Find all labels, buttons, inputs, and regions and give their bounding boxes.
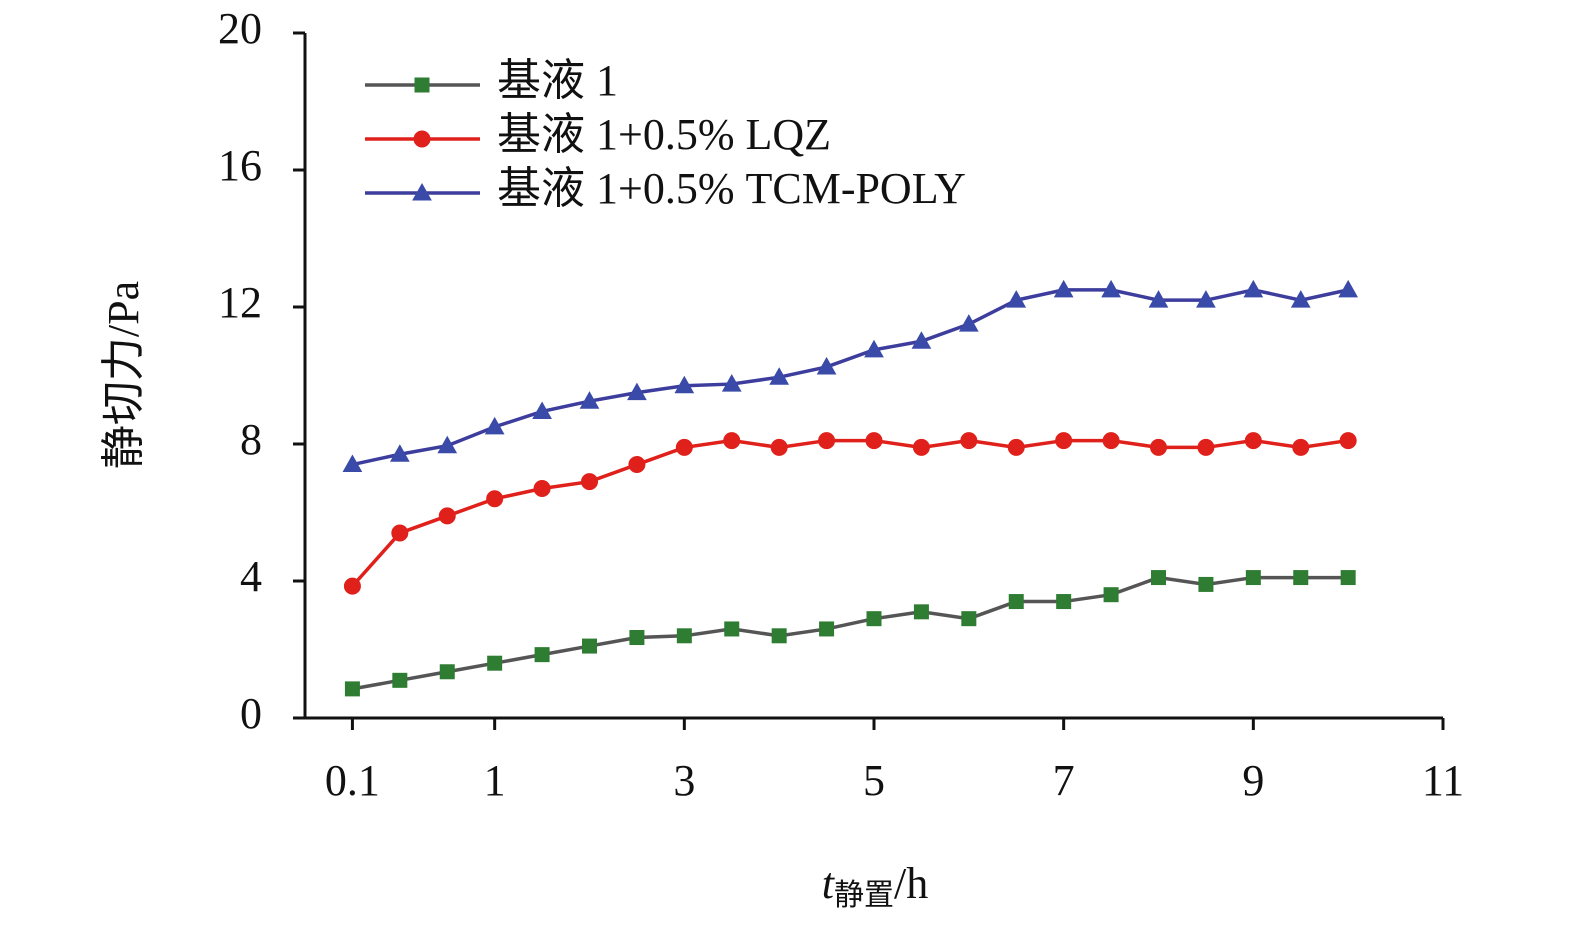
x-tick-label: 3: [673, 756, 695, 805]
marker: [1198, 576, 1214, 592]
marker: [1150, 438, 1167, 456]
y-tick-label: 12: [218, 278, 262, 327]
marker: [486, 490, 504, 508]
marker: [628, 456, 646, 474]
marker: [818, 432, 836, 450]
marker: [675, 438, 693, 456]
legend-label: 基液 1+0.5% LQZ: [497, 110, 831, 159]
marker: [961, 611, 977, 627]
legend-label: 基液 1+0.5% TCM-POLY: [497, 164, 966, 213]
marker: [1148, 290, 1169, 308]
x-label-unit: /h: [894, 859, 928, 908]
x-tick-label: 7: [1053, 756, 1075, 805]
marker: [412, 182, 432, 201]
marker: [438, 507, 456, 525]
marker: [437, 435, 458, 454]
marker: [1007, 438, 1025, 456]
marker: [912, 438, 930, 456]
marker: [1196, 290, 1216, 308]
marker: [414, 77, 430, 93]
marker: [1244, 432, 1262, 450]
marker: [343, 577, 361, 595]
marker: [629, 630, 645, 646]
series-line: [352, 575, 1349, 691]
marker: [724, 621, 740, 637]
marker: [913, 604, 929, 620]
marker: [1006, 290, 1027, 308]
x-tick-label: 9: [1242, 756, 1264, 805]
marker: [582, 638, 597, 654]
marker: [1245, 570, 1261, 586]
marker: [960, 432, 978, 450]
series-line: [351, 438, 1349, 588]
marker: [532, 401, 552, 419]
y-tick-label: 0: [240, 689, 262, 738]
series-line: [352, 288, 1349, 467]
marker: [864, 339, 884, 358]
legend-label: 基液 1: [497, 56, 618, 105]
marker: [1290, 290, 1311, 308]
marker: [1008, 594, 1024, 610]
marker: [819, 621, 835, 637]
marker: [413, 130, 431, 148]
series: [343, 432, 1357, 595]
marker: [391, 524, 409, 542]
marker: [484, 416, 505, 435]
x-tick-label: 1: [484, 756, 506, 805]
marker: [723, 432, 741, 450]
marker: [674, 375, 695, 394]
y-axis-label: 静切力/Pa: [99, 281, 148, 469]
marker: [1103, 587, 1119, 603]
marker: [1292, 438, 1310, 456]
marker: [389, 444, 410, 462]
marker: [771, 628, 787, 644]
marker: [1243, 279, 1264, 298]
marker: [1340, 570, 1356, 586]
marker: [1101, 279, 1121, 298]
marker: [344, 681, 360, 697]
marker: [534, 647, 550, 663]
series: [344, 570, 1356, 697]
marker: [1151, 570, 1166, 586]
y-tick-label: 4: [240, 552, 262, 601]
marker: [1055, 432, 1073, 450]
marker: [581, 473, 598, 491]
marker: [1293, 570, 1309, 586]
marker: [1056, 594, 1072, 610]
marker: [1197, 438, 1215, 456]
marker: [487, 655, 503, 671]
marker: [865, 432, 883, 450]
marker: [769, 367, 790, 385]
series: [342, 279, 1359, 473]
marker: [342, 454, 363, 473]
marker: [627, 382, 647, 401]
y-tick-label: 16: [218, 141, 262, 190]
marker: [770, 438, 788, 456]
y-tick-label: 20: [218, 4, 262, 53]
marker: [1339, 432, 1357, 450]
y-tick-label: 8: [240, 415, 262, 464]
marker: [579, 391, 600, 409]
marker: [911, 331, 932, 349]
marker: [866, 611, 882, 627]
marker: [392, 672, 408, 688]
marker: [816, 356, 837, 375]
marker: [1102, 432, 1120, 450]
marker: [676, 628, 692, 644]
x-tick-label: 0.1: [325, 756, 380, 805]
marker: [533, 480, 551, 498]
x-label-sub: 静置: [834, 879, 894, 912]
x-tick-label: 5: [863, 756, 885, 805]
marker: [439, 664, 455, 680]
marker: [958, 314, 979, 332]
marker: [721, 374, 742, 392]
x-tick-label: 11: [1422, 756, 1464, 805]
marker: [1338, 279, 1359, 298]
x-label-var: t: [822, 859, 836, 908]
x-axis-label: t静置/h: [822, 859, 928, 912]
marker: [1053, 279, 1074, 298]
